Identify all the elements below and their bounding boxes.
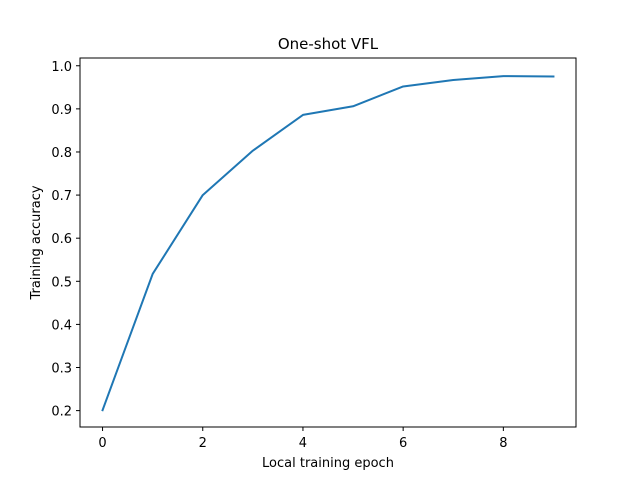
y-tick-label: 0.6 [51,232,72,247]
y-tick-label: 0.5 [51,275,72,290]
chart-title: One-shot VFL [278,35,379,53]
y-tick-label: 0.9 [51,103,72,118]
y-tick-label: 1.0 [51,60,72,75]
y-tick-label: 0.8 [51,146,72,161]
y-tick-label: 0.4 [51,318,72,333]
y-axis-label: Training accuracy [29,185,44,300]
axes-frame [79,57,577,428]
x-tick-label: 0 [98,436,106,451]
x-axis-label: Local training epoch [262,456,394,471]
x-tick-label: 6 [399,436,407,451]
series-line [101,75,555,412]
x-tick-label: 4 [299,436,307,451]
y-tick-label: 0.7 [51,189,72,204]
y-tick-label: 0.2 [51,405,72,420]
plot-area [101,75,555,412]
x-tick-label: 2 [199,436,207,451]
axis-ticks: 0 2 4 6 8 0.2 0.3 0.4 0.5 0.6 0.7 0.8 0.9 1.0 [51,60,507,451]
x-tick-label: 8 [499,436,507,451]
y-tick-label: 0.3 [51,362,72,377]
